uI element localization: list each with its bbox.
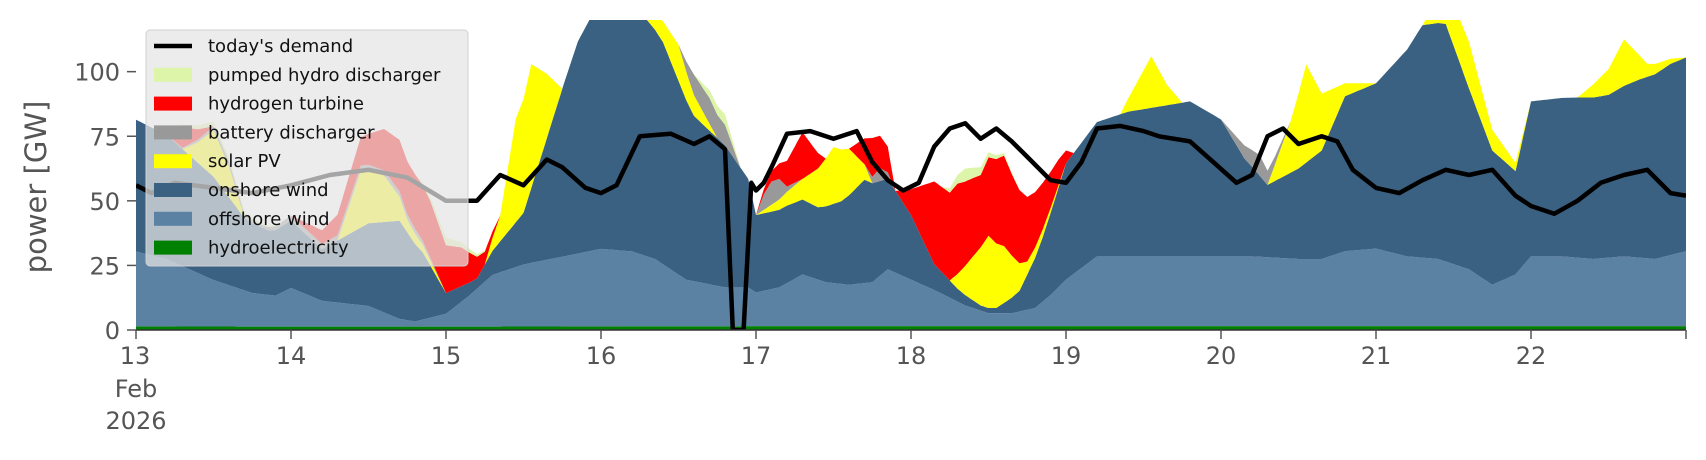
legend-box <box>145 29 469 267</box>
legend-swatch <box>154 240 192 255</box>
demand-overlay <box>136 121 1686 330</box>
axes: 0 25 50 75 100 13 14 15 16 17 18 19 20 21 22 Feb 2026 pow… <box>19 59 1687 435</box>
legend-label: pumped hydro discharger <box>208 65 441 86</box>
x-tick-label: 14 <box>276 342 307 370</box>
legend-label: today's demand <box>208 36 353 57</box>
y-tick-label: 25 <box>89 252 120 280</box>
series-line-demand <box>136 121 1686 330</box>
x-tick-sublabel: 2026 <box>105 407 166 435</box>
area-onshore-wind <box>136 20 1686 322</box>
legend-label: hydrogen turbine <box>208 94 364 115</box>
x-tick-label: 15 <box>431 342 462 370</box>
x-tick-label: 21 <box>1361 342 1392 370</box>
y-tick-label: 50 <box>89 188 120 216</box>
legend-label: battery discharger <box>208 122 375 143</box>
legend-swatch <box>154 183 192 197</box>
y-axis-label: power [GW] <box>19 101 53 274</box>
legend-swatch <box>154 154 192 169</box>
legend-swatch <box>154 96 192 111</box>
y-tick-label: 100 <box>74 59 120 87</box>
legend-label: hydroelectricity <box>208 238 349 259</box>
x-tick-label: 20 <box>1206 342 1237 370</box>
x-tick-label: 22 <box>1516 342 1547 370</box>
legend-swatch <box>154 67 192 82</box>
x-tick-label: 13 <box>120 342 151 370</box>
x-tick-label: 17 <box>741 342 772 370</box>
legend-label: offshore wind <box>208 209 330 230</box>
legend: today's demand pumped hydro discharger hyd… <box>145 29 469 267</box>
y-tick-label: 75 <box>89 123 120 151</box>
stacked-areas <box>136 20 1686 330</box>
legend-label: solar PV <box>208 151 281 172</box>
area-hydroelectricity <box>136 326 1686 330</box>
legend-swatch <box>154 211 192 226</box>
y-tick-label: 0 <box>105 317 120 345</box>
legend-swatch <box>154 125 192 140</box>
x-tick-label: 18 <box>896 342 927 370</box>
x-tick-label: 19 <box>1051 342 1082 370</box>
area-offshore-wind <box>136 248 1686 327</box>
x-tick-label: 16 <box>586 342 617 370</box>
x-tick-sublabel: Feb <box>115 375 158 403</box>
legend-label: onshore wind <box>208 180 329 201</box>
